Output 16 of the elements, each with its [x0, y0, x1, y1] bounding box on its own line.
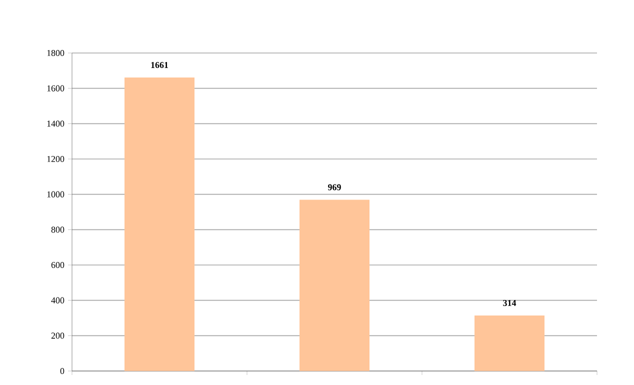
data-label: 1661 — [151, 62, 168, 68]
y-tick-label: 1600 — [47, 85, 64, 92]
bar — [124, 78, 194, 371]
y-tick-label: 200 — [51, 332, 64, 339]
y-tick-label: 600 — [51, 262, 64, 268]
y-tick-label: 1800 — [47, 50, 64, 56]
data-label: 969 — [328, 184, 341, 190]
y-tick-label: 800 — [51, 226, 64, 233]
y-tick-label: 1400 — [47, 120, 64, 127]
y-tick-label: 1200 — [47, 156, 64, 162]
y-tick-label: 0 — [60, 368, 64, 374]
y-tick-label: 1000 — [47, 191, 64, 198]
y-tick-label: 400 — [51, 297, 64, 304]
data-label: 314 — [503, 300, 516, 306]
bar — [300, 200, 370, 371]
bar — [474, 316, 545, 371]
